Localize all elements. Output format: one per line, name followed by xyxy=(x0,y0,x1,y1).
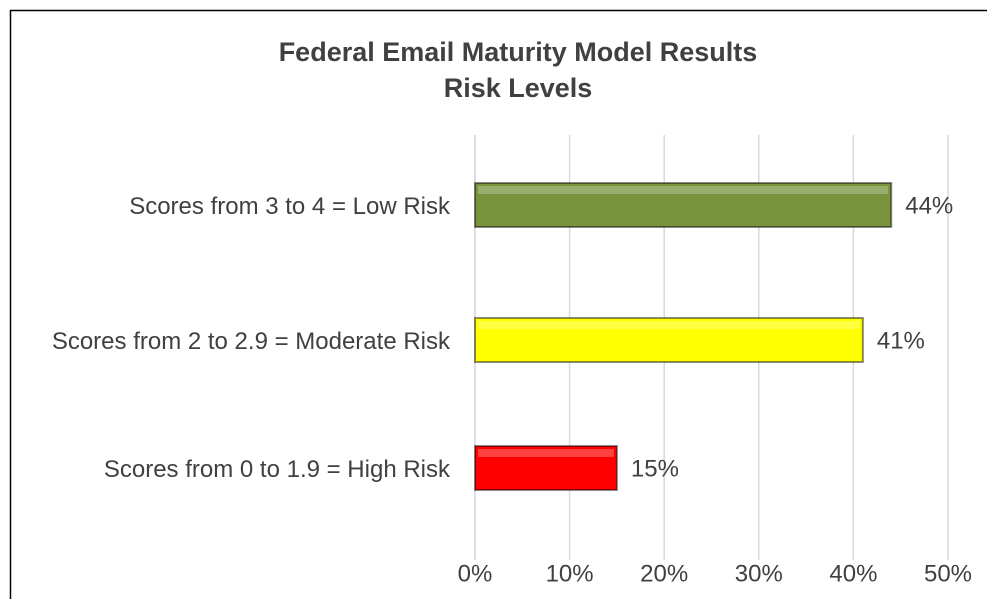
y-tick-label: Scores from 0 to 1.9 = High Risk xyxy=(103,456,450,483)
bar xyxy=(474,182,893,228)
chart-title: Risk Levels xyxy=(444,73,593,103)
bar-highlight xyxy=(478,449,614,457)
y-tick-label: Scores from 2 to 2.9 = Moderate Risk xyxy=(51,328,450,355)
data-label: 41% xyxy=(877,327,925,354)
x-tick-label: 10% xyxy=(546,560,594,587)
chart-frame xyxy=(9,9,987,599)
x-tick-label: 20% xyxy=(640,560,688,587)
bar xyxy=(474,445,618,491)
bar-highlight xyxy=(478,321,860,329)
data-label: 15% xyxy=(631,455,679,482)
bar-highlight xyxy=(478,186,889,194)
x-tick-label: 50% xyxy=(924,560,972,587)
data-label: 44% xyxy=(905,192,953,219)
y-tick-label: Scores from 3 to 4 = Low Risk xyxy=(129,193,450,220)
x-tick-label: 40% xyxy=(829,560,877,587)
bar xyxy=(474,317,864,363)
x-tick-label: 30% xyxy=(735,560,783,587)
x-tick-label: 0% xyxy=(458,560,493,587)
chart-title: Federal Email Maturity Model Results xyxy=(279,37,758,67)
